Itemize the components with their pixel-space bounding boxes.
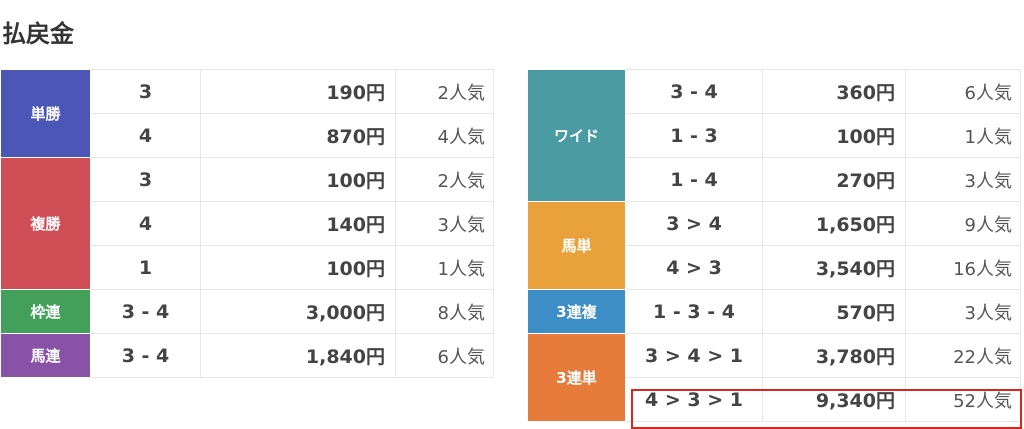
payout-amount: 100円	[200, 157, 396, 202]
payout-table-right: ワイド 3 - 4 360円 6人気 1 - 3 100円 1人気 1 - 4 270円 3人気馬…	[527, 69, 1021, 422]
popularity-rank: 2人気	[395, 69, 494, 114]
combination: 3 - 4	[90, 333, 201, 378]
bet-type-label: 3連単	[527, 333, 626, 422]
payout-table-left: 単勝 3 190円 2人気 4 870円 4人気 複勝 3 100円 2人気 4 140円 3人気 1 100…	[0, 69, 494, 378]
payout-amount: 3,780円	[762, 333, 906, 378]
bet-type-label: 馬単	[527, 201, 626, 290]
payout-amount: 1,650円	[762, 201, 906, 246]
payout-amount: 100円	[762, 113, 906, 158]
popularity-rank: 3人気	[395, 201, 494, 246]
popularity-rank: 3人気	[905, 157, 1021, 202]
payout-amount: 140円	[200, 201, 396, 246]
payout-row: 4 > 3 3,540円 16人気	[528, 245, 1021, 290]
payout-row: 馬連 3 - 4 1,840円 6人気	[0, 333, 494, 378]
bet-type-label: 複勝	[0, 157, 91, 290]
popularity-rank: 8人気	[395, 289, 494, 334]
combination: 1 - 3 - 4	[625, 289, 763, 334]
page-title: 払戻金	[2, 20, 74, 48]
payout-row: 4 870円 4人気	[1, 113, 494, 158]
popularity-rank: 22人気	[905, 333, 1021, 378]
popularity-rank: 16人気	[905, 245, 1021, 290]
payout-amount: 3,540円	[762, 245, 906, 290]
combination: 3 > 4 > 1	[625, 333, 763, 378]
payout-amount: 190円	[200, 69, 396, 114]
payout-amount: 100円	[200, 245, 396, 290]
payout-amount: 1,840円	[200, 333, 396, 378]
payout-row: 1 - 3 100円 1人気	[528, 113, 1021, 158]
payout-amount: 870円	[200, 113, 396, 158]
bet-type-label: 3連複	[527, 289, 626, 334]
combination: 4	[90, 201, 201, 246]
payout-row: 枠連 3 - 4 3,000円 8人気	[0, 289, 494, 334]
combination: 3	[90, 157, 201, 202]
combination: 1	[90, 245, 201, 290]
combination: 4	[90, 113, 201, 158]
payout-row: 馬単 3 > 4 1,650円 9人気	[527, 201, 1021, 290]
payout-row: 3連複 1 - 3 - 4 570円 3人気	[527, 289, 1021, 334]
popularity-rank: 9人気	[905, 201, 1021, 246]
payout-amount: 9,340円	[762, 377, 906, 422]
payout-row: 単勝 3 190円 2人気	[0, 69, 494, 158]
popularity-rank: 2人気	[395, 157, 494, 202]
popularity-rank: 1人気	[905, 113, 1021, 158]
payout-row: 4 140円 3人気	[1, 201, 494, 246]
payout-row: 1 - 4 270円 3人気	[528, 157, 1021, 202]
combination: 4 > 3 > 1	[625, 377, 763, 422]
combination: 1 - 4	[625, 157, 763, 202]
combination: 1 - 3	[625, 113, 763, 158]
payout-row: 1 100円 1人気	[1, 245, 494, 290]
payout-row: 3連単 3 > 4 > 1 3,780円 22人気	[527, 333, 1021, 422]
popularity-rank: 6人気	[395, 333, 494, 378]
payout-amount: 3,000円	[200, 289, 396, 334]
payout-amount: 270円	[762, 157, 906, 202]
bet-type-label: 枠連	[0, 289, 91, 334]
popularity-rank: 4人気	[395, 113, 494, 158]
payout-amount: 570円	[762, 289, 906, 334]
payout-amount: 360円	[762, 69, 906, 114]
popularity-rank: 52人気	[905, 377, 1021, 422]
bet-type-label: ワイド	[527, 69, 626, 202]
payout-row: 4 > 3 > 1 9,340円 52人気	[528, 377, 1021, 422]
bet-type-label: 単勝	[0, 69, 91, 158]
combination: 3	[90, 69, 201, 114]
combination: 3 - 4	[90, 289, 201, 334]
payout-row: ワイド 3 - 4 360円 6人気	[527, 69, 1021, 202]
payout-row: 複勝 3 100円 2人気	[0, 157, 494, 290]
popularity-rank: 6人気	[905, 69, 1021, 114]
popularity-rank: 1人気	[395, 245, 494, 290]
combination: 3 > 4	[625, 201, 763, 246]
highlight-box	[631, 389, 1022, 429]
combination: 3 - 4	[625, 69, 763, 114]
popularity-rank: 3人気	[905, 289, 1021, 334]
bet-type-label: 馬連	[0, 333, 91, 378]
combination: 4 > 3	[625, 245, 763, 290]
